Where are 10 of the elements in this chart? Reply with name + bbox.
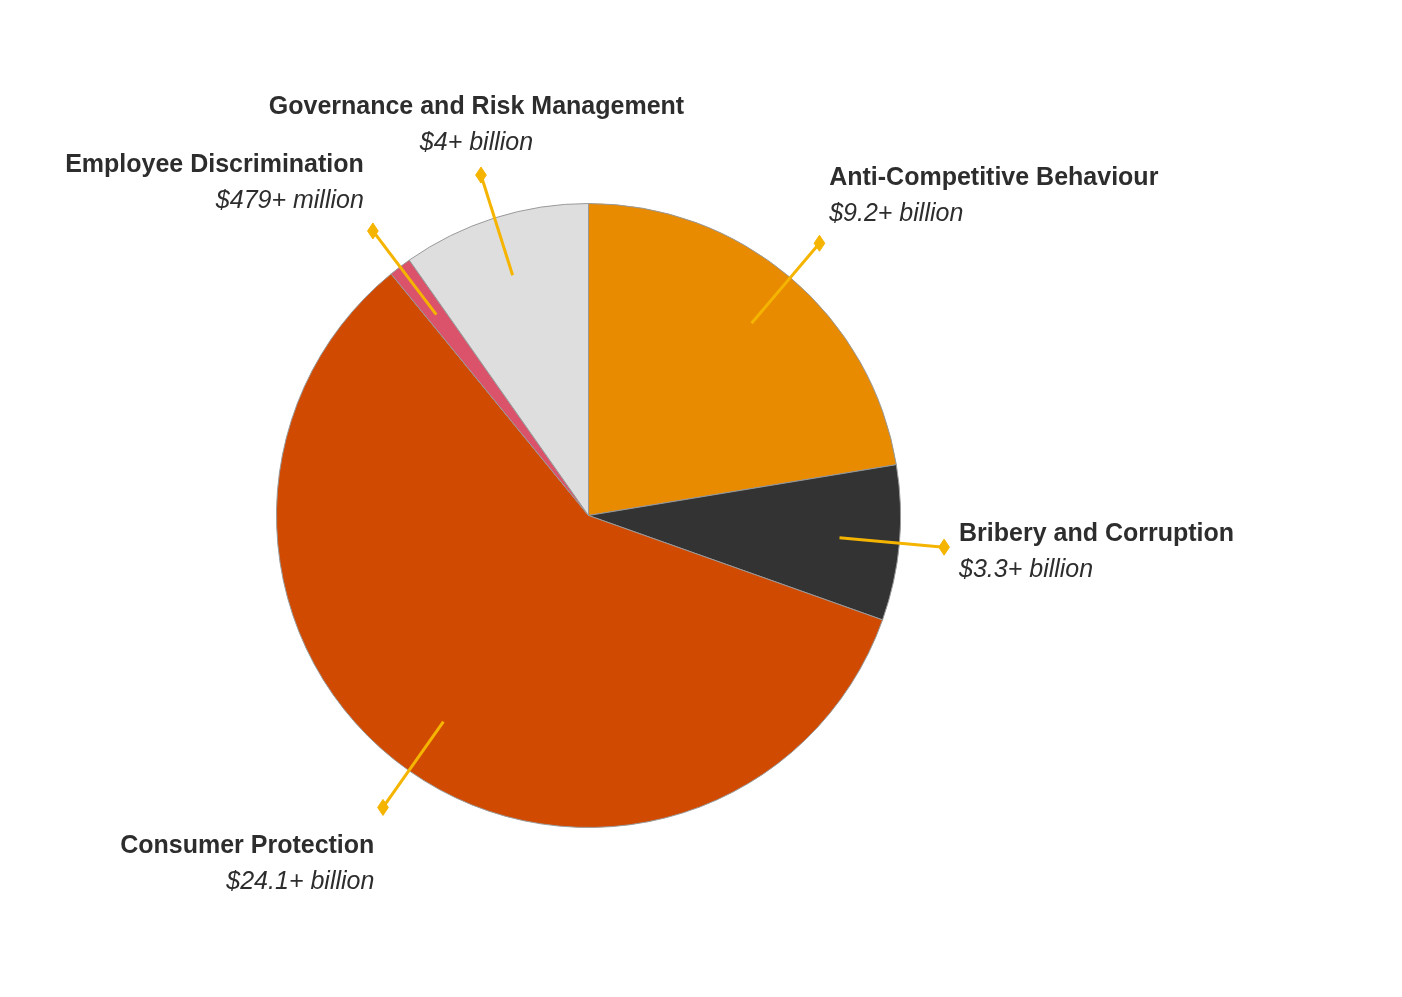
data-label: $4+ billion xyxy=(418,126,534,155)
data-label: $3.3+ billion xyxy=(958,554,1094,583)
slice-label: Consumer Protection xyxy=(120,829,375,858)
data-label: $9.2+ billion xyxy=(828,197,964,226)
data-label: $24.1+ billion xyxy=(225,865,375,894)
slice-label: Anti-Competitive Behaviour xyxy=(829,161,1159,190)
slice-label: Bribery and Corruption xyxy=(959,518,1235,547)
slice-label: Employee Discrimination xyxy=(65,149,364,178)
slice-label: Governance and Risk Management xyxy=(268,90,685,119)
data-label: $479+ million xyxy=(214,185,364,214)
